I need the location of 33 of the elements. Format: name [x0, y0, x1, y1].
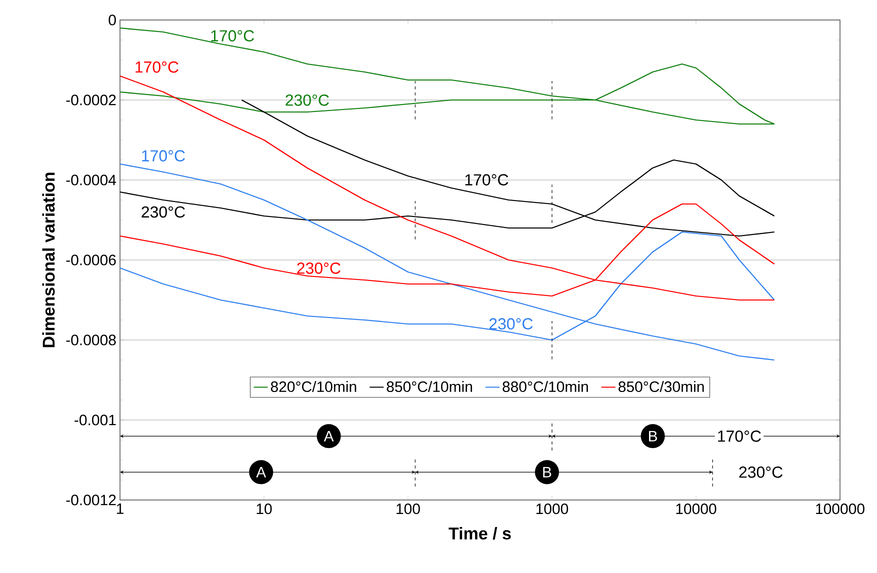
- annotation: 230°C: [739, 466, 783, 478]
- annotation: A: [324, 431, 334, 442]
- annotation: 170°C: [211, 30, 254, 42]
- annotation: B: [649, 431, 658, 442]
- legend-label: 880°C/10min: [502, 381, 588, 392]
- x-tick-label: 100000: [816, 504, 864, 514]
- legend-label: 820°C/10min: [270, 381, 356, 392]
- legend-label: 850°C/30min: [618, 381, 704, 392]
- annotation: 170°C: [465, 174, 508, 186]
- annotation: 170°C: [136, 61, 178, 73]
- annotation: 230°C: [489, 318, 533, 330]
- y-tick-label: -0.0002: [66, 94, 116, 106]
- y-tick-label: -0.0008: [66, 334, 116, 346]
- x-tick-label: 10: [256, 504, 272, 514]
- y-tick-label: -0.001: [74, 414, 116, 426]
- annotation: 170°C: [142, 150, 185, 162]
- y-tick-label: 0: [108, 14, 116, 26]
- y-axis-title: Dimensional variation: [42, 172, 55, 348]
- annotation: A: [256, 467, 266, 478]
- x-tick-label: 1000: [536, 504, 568, 514]
- x-axis-title: Time / s: [448, 527, 511, 540]
- x-tick-label: 100: [396, 504, 420, 514]
- y-tick-label: -0.0012: [66, 494, 116, 506]
- y-tick-label: -0.0006: [66, 254, 116, 266]
- legend-label: 850°C/10min: [386, 381, 472, 392]
- annotation: 170°C: [718, 430, 761, 442]
- annotation: 230°C: [286, 94, 329, 106]
- annotation: 230°C: [297, 262, 340, 274]
- annotation: B: [543, 467, 552, 478]
- x-tick-label: 10000: [676, 504, 716, 514]
- annotation: 230°C: [142, 206, 185, 218]
- x-tick-label: 1: [116, 504, 124, 514]
- y-tick-label: -0.0004: [66, 174, 116, 186]
